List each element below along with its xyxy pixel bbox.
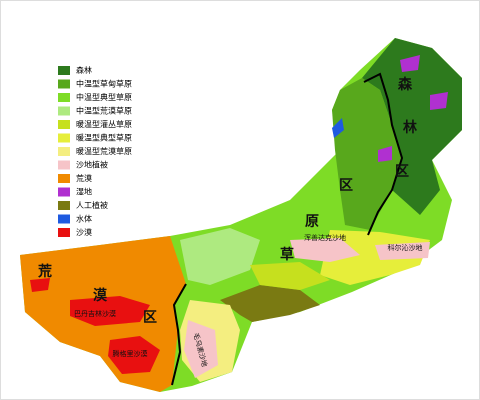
region-label: 草 [280, 246, 294, 263]
boundaries [171, 72, 404, 386]
legend-swatch [58, 160, 70, 170]
map-region [362, 38, 462, 215]
legend-swatch [58, 133, 70, 143]
legend-label: 水体 [76, 214, 92, 224]
legend-label: 暖温型灌丛草原 [76, 119, 132, 129]
legend-label: 中温型草甸草原 [76, 79, 132, 89]
legend-label: 人工植被 [76, 200, 108, 210]
legend-swatch [58, 106, 70, 116]
map-region [220, 285, 320, 322]
place-name: 腾格里沙漠 [113, 349, 148, 358]
legend-label: 暖温型荒漠草原 [76, 146, 132, 156]
map-region [184, 320, 218, 378]
desert-boundary [171, 283, 187, 386]
legend-swatch [58, 201, 70, 210]
region-label: 森 [398, 76, 413, 93]
region-label: 荒 [37, 263, 52, 280]
legend: 森林中温型草甸草原中温型典型草原中温型荒漠草原暖温型灌丛草原暖温型典型草原暖温型… [58, 65, 132, 237]
place-name: 巴丹吉林沙漠 [74, 309, 116, 318]
legend-label: 沙漠 [76, 227, 92, 237]
region-label: 区 [395, 164, 409, 180]
legend-label: 中温型典型草原 [76, 92, 132, 102]
map-region [430, 92, 448, 110]
region-label: 区 [143, 310, 157, 326]
region-label: 区 [339, 178, 353, 194]
legend-swatch [58, 147, 70, 156]
legend-swatch [58, 228, 70, 237]
map-region [400, 55, 420, 72]
forest-boundary [363, 72, 404, 236]
map-region [332, 78, 402, 230]
map-region [250, 262, 330, 290]
legend-label: 荒漠 [76, 173, 92, 183]
legend-label: 中温型荒漠草原 [76, 106, 132, 116]
map-region [378, 146, 392, 162]
map-region [70, 296, 150, 326]
legend-swatch [58, 120, 70, 129]
legend-label: 湿地 [76, 187, 92, 197]
legend-label: 森林 [76, 65, 92, 75]
region-label: 漠 [93, 287, 108, 304]
region-label: 原 [305, 214, 319, 230]
region-label: 林 [403, 119, 417, 136]
map-region [108, 336, 160, 374]
legend-label: 沙地植被 [76, 160, 108, 170]
map-region [332, 118, 344, 138]
legend-swatch [58, 174, 70, 183]
legend-swatch [58, 79, 70, 89]
map-region [30, 278, 50, 292]
legend-swatch [58, 93, 70, 102]
legend-swatch [58, 187, 70, 197]
place-name: 浑善达克沙地 [304, 233, 346, 242]
place-name: 科尔沁沙地 [388, 243, 423, 252]
map-areas [20, 38, 462, 392]
legend-label: 暖温型典型草原 [76, 133, 132, 143]
map-region [375, 242, 430, 260]
legend-swatch [58, 214, 70, 224]
map-region [180, 228, 260, 285]
map-region [290, 238, 360, 262]
legend-swatch [58, 66, 70, 75]
